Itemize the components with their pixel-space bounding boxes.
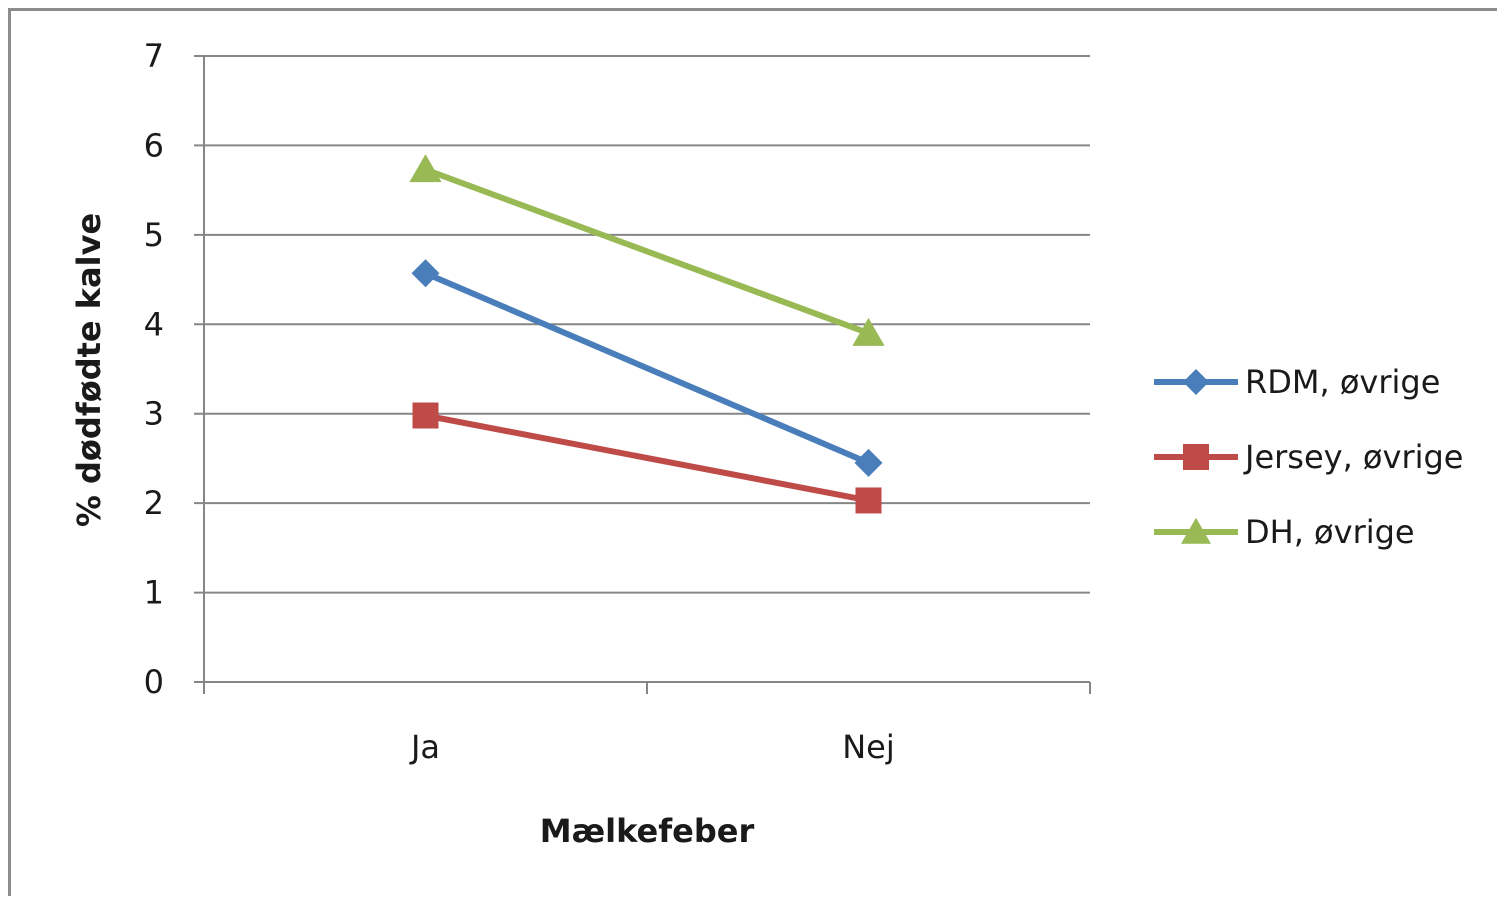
diamond-marker xyxy=(1183,369,1209,395)
chart-frame xyxy=(8,8,1497,896)
y-tick-label: 0 xyxy=(144,663,164,701)
y-tick-label: 4 xyxy=(144,305,164,343)
legend-item: RDM, øvrige xyxy=(1154,363,1440,401)
legend-item: DH, øvrige xyxy=(1154,513,1415,551)
x-axis-title: Mælkefeber xyxy=(540,812,755,850)
series-group xyxy=(409,154,885,346)
diamond-marker xyxy=(854,448,883,477)
series-line xyxy=(424,270,870,466)
series-group xyxy=(412,402,882,514)
axes xyxy=(203,56,1091,694)
square-marker xyxy=(855,487,882,514)
legend-label: DH, øvrige xyxy=(1245,513,1415,551)
y-tick-label: 3 xyxy=(144,395,164,433)
legend: RDM, øvrige Jersey, øvrige DH, øvrige xyxy=(1154,363,1463,551)
triangle-marker xyxy=(852,317,885,346)
series-layer xyxy=(409,154,885,514)
legend-label: RDM, øvrige xyxy=(1245,363,1440,401)
y-tick-label: 2 xyxy=(144,484,164,522)
y-tick-label: 1 xyxy=(144,574,164,612)
x-tick-label: Nej xyxy=(842,728,895,766)
x-tick-labels: Ja Nej xyxy=(409,728,895,766)
series-group xyxy=(411,259,883,477)
y-tick-label: 5 xyxy=(144,216,164,254)
triangle-marker xyxy=(1181,517,1211,544)
square-marker xyxy=(1183,444,1209,470)
diamond-marker xyxy=(411,259,440,288)
y-tick-labels: 0 1 2 3 4 5 6 7 xyxy=(144,37,164,701)
y-tick-label: 7 xyxy=(144,37,164,75)
y-tick-label: 6 xyxy=(144,126,164,164)
x-tick-label: Ja xyxy=(409,728,440,766)
triangle-marker xyxy=(409,154,442,183)
series-line xyxy=(424,166,870,337)
series-line xyxy=(424,412,870,504)
legend-item: Jersey, øvrige xyxy=(1154,438,1463,476)
square-marker xyxy=(412,402,439,429)
y-axis-title: % dødfødte kalve xyxy=(70,213,108,527)
legend-label: Jersey, øvrige xyxy=(1243,438,1463,476)
